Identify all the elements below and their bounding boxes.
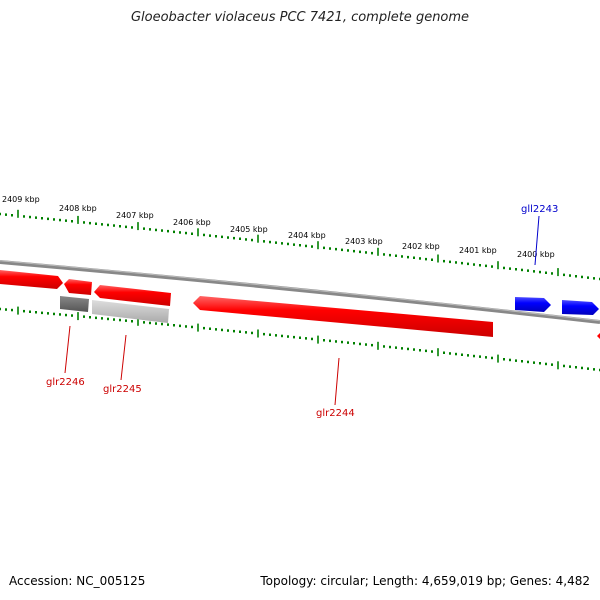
topology-text: Topology: circular; Length: 4,659,019 bp… <box>260 574 590 588</box>
scale-label: 2401 kbp <box>459 246 497 255</box>
gene-leader-line <box>64 325 71 374</box>
scale-label: 2408 kbp <box>59 204 97 213</box>
gene-label[interactable]: gll2243 <box>521 204 558 215</box>
gene-feature-glr2244-arrow[interactable] <box>193 296 493 337</box>
gene-feature-glr2246-arrow[interactable] <box>64 279 92 295</box>
upper-scale-ticks <box>0 209 600 281</box>
scale-label: 2403 kbp <box>345 237 383 246</box>
gene-feature-edge-fragment <box>597 333 600 339</box>
map-title: Gloeobacter violaceus PCC 7421, complete… <box>130 10 470 25</box>
scale-label: 2407 kbp <box>116 211 154 220</box>
scale-label: 2406 kbp <box>173 218 211 227</box>
gene-feature-gll2243[interactable] <box>515 297 551 312</box>
lower-scale-ticks <box>0 306 600 372</box>
gene-leader-line <box>534 215 540 266</box>
gene-leader-line <box>334 357 340 406</box>
scale-label: 2404 kbp <box>288 231 326 240</box>
gene-feature-glr2245-body[interactable] <box>92 300 169 323</box>
gene-feature-glr2245-arrow[interactable] <box>94 285 171 306</box>
scale-label: 2409 kbp <box>2 195 40 204</box>
scale-label: 2405 kbp <box>230 225 268 234</box>
gene-feature-gll2242[interactable] <box>562 300 599 315</box>
gene-label[interactable]: glr2244 <box>316 408 355 419</box>
genome-backbone-highlight <box>0 260 600 322</box>
genome-backbone <box>0 260 600 324</box>
gene-leader-line <box>120 334 127 381</box>
accession-text: Accession: NC_005125 <box>9 574 146 588</box>
gene-label[interactable]: glr2246 <box>46 377 85 388</box>
gene-feature-glr2246-body[interactable] <box>60 296 89 312</box>
gene-label[interactable]: glr2245 <box>103 384 142 395</box>
gene-feature-glr2247[interactable] <box>0 270 63 289</box>
scale-label: 2402 kbp <box>402 242 440 251</box>
scale-labels: 2409 kbp 2408 kbp 2407 kbp 2406 kbp 2405… <box>2 195 555 259</box>
